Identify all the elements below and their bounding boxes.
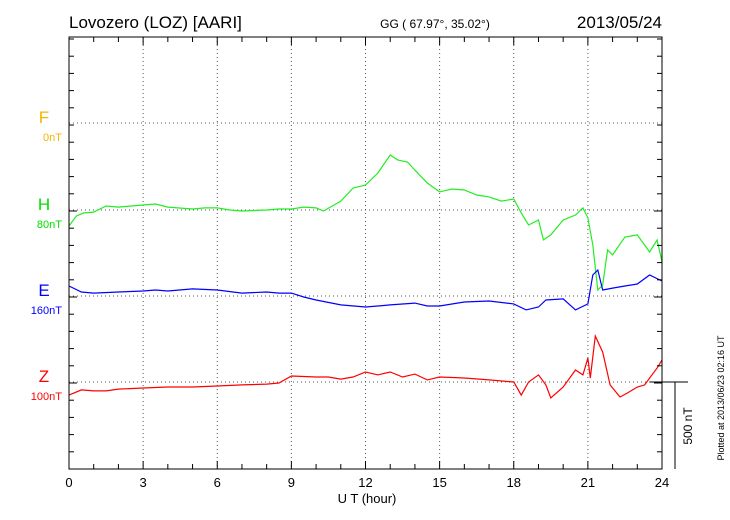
component-labels: F 0nT H 80nT E 160nT Z 100nT <box>31 108 62 403</box>
component-offset-E: 160nT <box>31 305 62 317</box>
axes: 0 3 6 9 12 15 18 21 24 <box>65 37 669 490</box>
scale-bar-label: 500 nT <box>681 407 695 445</box>
grid <box>69 37 662 469</box>
component-name-F: F <box>39 108 49 127</box>
component-name-E: E <box>38 281 49 300</box>
chart-date: 2013/05/24 <box>577 13 662 32</box>
x-tick-label: 3 <box>140 475 147 490</box>
x-tick-label: 0 <box>65 475 72 490</box>
plotted-note: Plotted at 2013/06/23 02:16 UT <box>716 335 726 461</box>
component-offset-F: 0nT <box>43 132 62 144</box>
trace-Z <box>68 333 663 400</box>
x-axis-label: U T (hour) <box>338 491 397 506</box>
traces <box>68 154 663 400</box>
x-tick-label: 9 <box>288 475 295 490</box>
component-name-H: H <box>38 195 50 214</box>
x-tick-label: 15 <box>432 475 446 490</box>
trace-E <box>68 268 663 311</box>
x-tick-label: 6 <box>214 475 221 490</box>
component-offset-H: 80nT <box>37 219 62 231</box>
x-tick-label: 24 <box>655 475 669 490</box>
chart-title: Lovozero (LOZ) [AARI] <box>69 13 242 32</box>
station-coordinates: GG ( 67.97°, 35.02°) <box>380 17 490 31</box>
x-tick-label: 21 <box>581 475 595 490</box>
x-tick-label: 12 <box>358 475 372 490</box>
trace-H <box>68 154 663 292</box>
component-name-Z: Z <box>39 367 49 386</box>
component-offset-Z: 100nT <box>31 391 62 403</box>
x-tick-label: 18 <box>507 475 521 490</box>
scale-bar: 500 nT <box>650 381 695 469</box>
